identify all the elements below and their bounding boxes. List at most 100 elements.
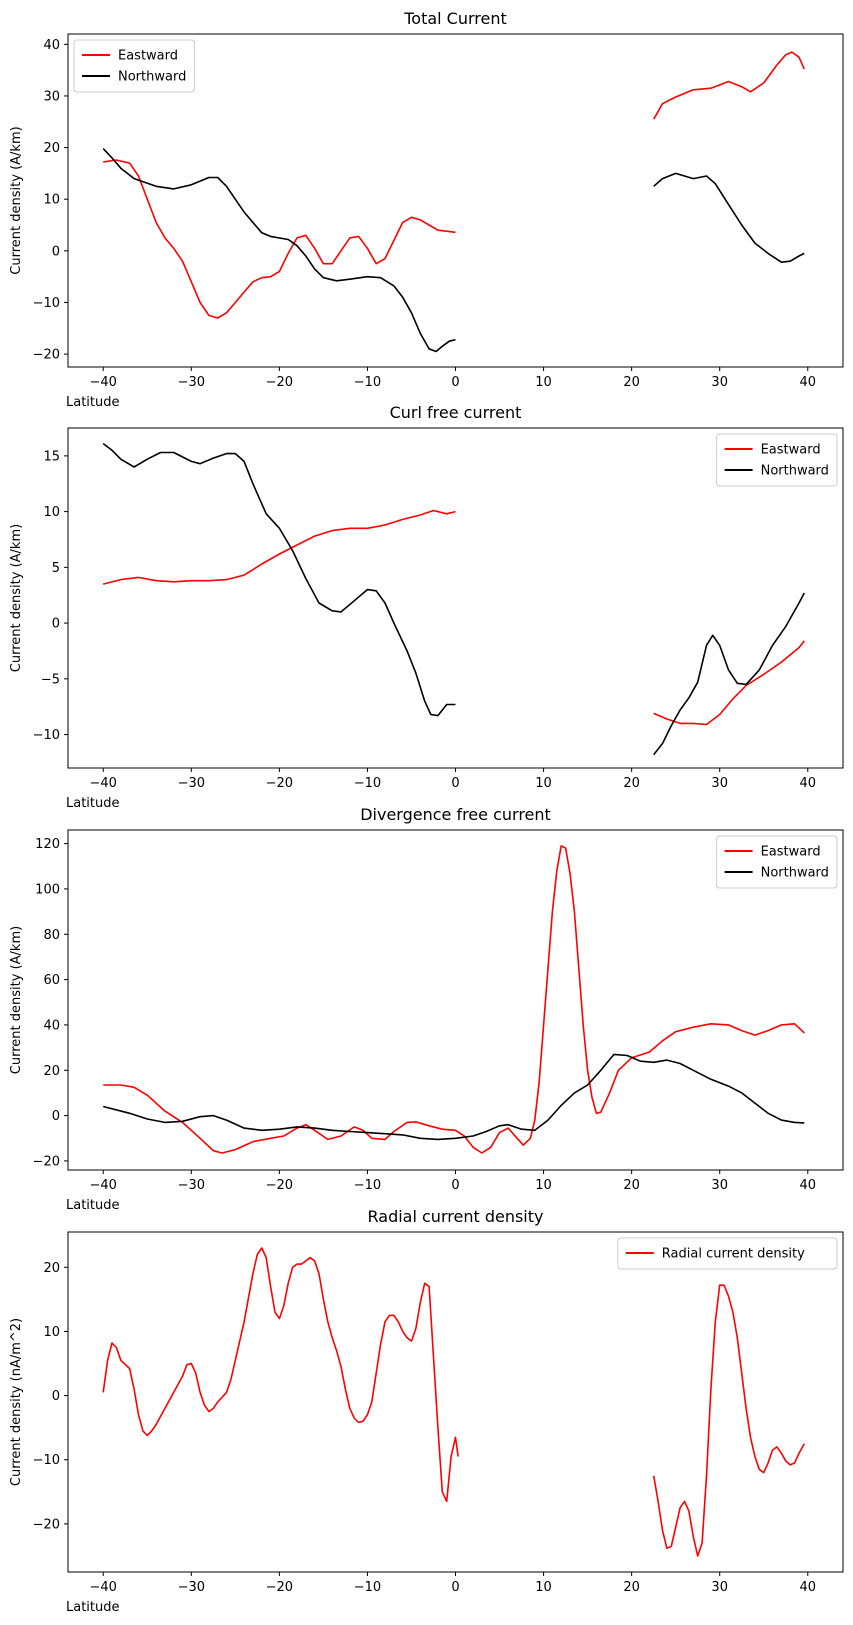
series-line-northward-1	[103, 1053, 805, 1141]
x-tick-label: −10	[354, 1580, 381, 1595]
series-line-radial-current-density-2	[652, 1284, 806, 1557]
y-tick-label: 60	[43, 973, 60, 988]
chart-title: Curl free current	[390, 403, 522, 422]
x-tick-label: −20	[266, 1580, 293, 1595]
legend-label: Eastward	[761, 443, 821, 458]
y-tick-label: −10	[33, 296, 60, 311]
y-tick-label: 20	[43, 141, 60, 156]
series-line-radial-current-density-1	[102, 1247, 459, 1503]
y-tick-label: −20	[33, 348, 60, 363]
x-axis-label: Latitude	[66, 796, 120, 811]
x-tick-label: −20	[266, 1178, 293, 1193]
x-tick-label: −20	[266, 375, 293, 390]
x-tick-label: 30	[711, 1580, 728, 1595]
series-line-northward-1	[102, 442, 456, 717]
y-tick-label: 5	[52, 561, 60, 576]
chart-panel-2: Curl free current −40 −30 −20 −10 0 10 20 30 40 −1…	[9, 403, 844, 811]
series-line-eastward-1	[103, 509, 456, 585]
legend-label: Northward	[761, 866, 829, 881]
legend-box	[716, 835, 838, 889]
legend-box	[73, 39, 195, 93]
series-line-eastward-2	[653, 640, 805, 726]
x-tick-label: 0	[451, 1178, 459, 1193]
series-line-northward-2	[653, 592, 806, 756]
x-tick-label: 10	[535, 1580, 552, 1595]
x-tick-label: 0	[451, 776, 459, 791]
legend-label: Northward	[118, 70, 186, 85]
legend-label: Eastward	[761, 845, 821, 860]
x-tick-label: −40	[90, 776, 117, 791]
x-tick-label: −10	[354, 1178, 381, 1193]
x-tick-label: −40	[90, 375, 117, 390]
x-tick-label: 0	[451, 1580, 459, 1595]
x-tick-label: −10	[354, 375, 381, 390]
x-axis-label: Latitude	[66, 1600, 120, 1615]
x-tick-label: 20	[623, 375, 640, 390]
legend: Eastward Northward	[73, 39, 195, 93]
x-axis-label: Latitude	[66, 1198, 120, 1213]
series-line-eastward-1	[103, 159, 456, 319]
y-tick-label: 30	[43, 89, 60, 104]
legend: Eastward Northward	[716, 835, 838, 889]
x-tick-label: 30	[711, 776, 728, 791]
x-tick-label: 0	[451, 375, 459, 390]
x-tick-label: 20	[623, 776, 640, 791]
y-tick-label: 20	[43, 1261, 60, 1276]
y-axis-label: Current density (A/km)	[9, 524, 24, 672]
legend-label: Eastward	[118, 49, 178, 64]
y-tick-label: 20	[43, 1064, 60, 1079]
y-tick-label: 100	[35, 882, 60, 897]
y-tick-label: −20	[33, 1154, 60, 1169]
x-tick-label: 20	[623, 1178, 640, 1193]
y-tick-label: 0	[52, 617, 60, 632]
y-tick-label: −20	[33, 1517, 60, 1532]
x-tick-label: 10	[535, 1178, 552, 1193]
x-tick-label: −30	[178, 375, 205, 390]
legend-box	[617, 1237, 838, 1270]
x-tick-label: 20	[623, 1580, 640, 1595]
y-tick-label: 40	[43, 1018, 60, 1033]
chart-title: Divergence free current	[360, 805, 551, 824]
legend: Radial current density	[617, 1237, 838, 1270]
x-tick-label: −30	[178, 1580, 205, 1595]
x-tick-label: 40	[799, 1178, 816, 1193]
x-tick-label: 40	[799, 776, 816, 791]
legend-box	[716, 433, 838, 487]
x-tick-label: 10	[535, 375, 552, 390]
y-tick-label: 10	[43, 1325, 60, 1340]
y-tick-label: −10	[33, 728, 60, 743]
y-tick-label: 0	[52, 1109, 60, 1124]
y-tick-label: 15	[43, 449, 60, 464]
x-tick-label: 30	[711, 375, 728, 390]
y-tick-label: −10	[33, 1453, 60, 1468]
x-tick-label: −40	[90, 1580, 117, 1595]
y-tick-label: 0	[52, 1389, 60, 1404]
series-line-eastward-2	[653, 51, 806, 120]
y-tick-label: 0	[52, 244, 60, 259]
y-tick-label: 120	[35, 837, 60, 852]
x-tick-label: −40	[90, 1178, 117, 1193]
chart-panel-1: Total Current −40 −30 −20 −10 0 10 20 30 40 −20 −10…	[9, 9, 844, 410]
series-line-eastward-1	[103, 845, 805, 1154]
series-line-northward-1	[102, 148, 456, 353]
y-axis-label: Current density (A/km)	[9, 926, 24, 1074]
plot-frame	[67, 1231, 844, 1573]
chart-panel-3: Divergence free current −40 −30 −20 −10 0 10 20…	[9, 805, 844, 1213]
x-tick-label: 40	[799, 375, 816, 390]
y-tick-label: 40	[43, 38, 60, 53]
chart-title: Total Current	[403, 9, 507, 28]
y-tick-label: 10	[43, 505, 60, 520]
x-tick-label: −30	[178, 776, 205, 791]
x-tick-label: −10	[354, 776, 381, 791]
y-tick-label: 80	[43, 928, 60, 943]
x-tick-label: −30	[178, 1178, 205, 1193]
legend-label: Northward	[761, 464, 829, 479]
x-axis-label: Latitude	[66, 395, 120, 410]
y-axis-label: Current density (nA/m^2)	[9, 1318, 24, 1486]
x-tick-label: −20	[266, 776, 293, 791]
legend-label: Radial current density	[662, 1247, 805, 1262]
x-tick-label: 40	[799, 1580, 816, 1595]
y-axis-label: Current density (A/km)	[9, 126, 24, 274]
chart-panel-4: Radial current density −40 −30 −20 −10 0 10 20 3…	[9, 1207, 844, 1615]
